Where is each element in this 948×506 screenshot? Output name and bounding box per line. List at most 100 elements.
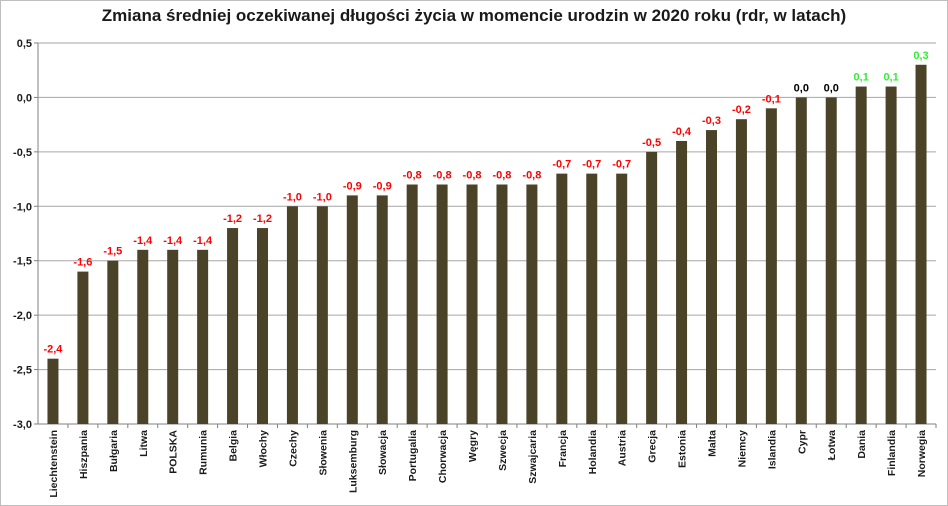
bar xyxy=(197,249,209,424)
bar xyxy=(735,119,747,424)
x-tick-label: Norwegia xyxy=(916,430,928,477)
bar xyxy=(137,249,149,424)
data-label: -0,1 xyxy=(762,93,781,105)
y-tick-label: 0,0 xyxy=(17,92,32,104)
bar xyxy=(346,195,358,424)
data-label: 0,1 xyxy=(854,72,869,84)
x-tick-label: Łotwa xyxy=(826,430,838,460)
data-label: 0,0 xyxy=(824,82,839,94)
data-label: 0,3 xyxy=(913,50,928,62)
data-label: -1,6 xyxy=(73,257,92,269)
bar xyxy=(556,173,568,424)
data-label: -1,4 xyxy=(193,235,213,247)
data-label: -0,5 xyxy=(642,137,661,149)
bar xyxy=(227,228,239,424)
x-tick-label: Holandia xyxy=(587,430,599,474)
bar xyxy=(257,228,268,424)
x-tick-label: Malta xyxy=(707,430,719,457)
x-tick-label: Estonia xyxy=(677,430,689,468)
data-label: -0,8 xyxy=(463,170,482,182)
bar xyxy=(466,184,478,424)
x-tick-label: Dania xyxy=(856,430,868,459)
x-tick-label: Islandia xyxy=(766,430,778,469)
x-tick-label: Litwa xyxy=(138,430,150,457)
x-tick-label: Liechtenstein xyxy=(48,430,60,498)
y-tick-label: -3,0 xyxy=(13,419,32,431)
data-label: -1,2 xyxy=(253,213,272,225)
bar xyxy=(765,108,777,425)
bar xyxy=(496,184,508,424)
data-label: -1,0 xyxy=(283,191,302,203)
data-label: -0,7 xyxy=(552,159,571,171)
y-tick-label: 0,5 xyxy=(17,38,32,50)
data-label: -1,4 xyxy=(163,235,183,247)
data-label: -0,7 xyxy=(612,159,631,171)
x-tick-label: Szwecja xyxy=(497,430,509,471)
x-tick-label: Chorwacja xyxy=(437,430,449,483)
bar xyxy=(47,358,59,424)
bar xyxy=(795,97,807,424)
data-label: -1,2 xyxy=(223,213,242,225)
data-label: -0,8 xyxy=(403,170,422,182)
bar xyxy=(376,195,388,424)
bar xyxy=(706,130,717,425)
y-tick-label: -1,0 xyxy=(13,201,32,213)
bar xyxy=(406,184,418,424)
bar xyxy=(676,140,688,424)
x-tick-label: Niemcy xyxy=(736,430,748,468)
x-tick-label: Szwajcaria xyxy=(527,430,539,484)
y-tick-label: -1,5 xyxy=(13,256,32,268)
chart-title: Zmiana średniej oczekiwanej długości życ… xyxy=(101,6,847,25)
x-tick-label: POLSKA xyxy=(168,430,180,474)
bar xyxy=(915,64,927,425)
x-tick-label: Austria xyxy=(617,430,629,466)
bar xyxy=(286,206,298,424)
data-label: -0,3 xyxy=(702,115,721,127)
x-tick-label: Węgry xyxy=(467,430,479,462)
x-tick-label: Francja xyxy=(557,430,569,468)
bar xyxy=(586,173,598,424)
x-tick-label: Grecja xyxy=(647,430,659,463)
x-tick-label: Finlandia xyxy=(886,430,898,476)
data-label: -0,8 xyxy=(492,170,511,182)
bar xyxy=(316,206,328,424)
bar xyxy=(885,86,897,425)
x-tick-label: Luksemburg xyxy=(347,430,359,493)
bar xyxy=(825,97,837,424)
bar xyxy=(167,249,179,424)
y-tick-label: -0,5 xyxy=(13,147,32,159)
y-tick-label: -2,0 xyxy=(13,310,32,322)
bar xyxy=(107,260,119,424)
y-tick-label: -2,5 xyxy=(13,365,32,377)
x-tick-label: Słowenia xyxy=(317,430,329,476)
x-tick-label: Portugalia xyxy=(407,430,419,482)
data-label: -0,9 xyxy=(373,180,392,192)
x-tick-label: Włochy xyxy=(258,430,270,467)
bar xyxy=(616,173,628,424)
bar xyxy=(646,151,658,424)
data-label: 0,1 xyxy=(883,72,898,84)
data-label: -0,8 xyxy=(522,170,541,182)
data-label: -0,2 xyxy=(732,104,751,116)
x-tick-label: Hiszpania xyxy=(78,430,90,479)
bar xyxy=(436,184,448,424)
data-label: -1,0 xyxy=(313,191,332,203)
data-label: -1,5 xyxy=(103,246,122,258)
x-tick-label: Bułgaria xyxy=(108,430,120,472)
x-tick-label: Czechy xyxy=(287,430,299,467)
data-label: -0,8 xyxy=(433,170,452,182)
data-label: -2,4 xyxy=(43,344,63,356)
x-tick-label: Cypr xyxy=(796,430,808,454)
x-tick-label: Słowacja xyxy=(377,430,389,475)
x-tick-label: Rumunia xyxy=(198,430,210,475)
data-label: -1,4 xyxy=(133,235,153,247)
data-label: 0,0 xyxy=(794,82,809,94)
data-label: -0,7 xyxy=(582,159,601,171)
x-tick-label: Belgia xyxy=(228,430,240,462)
bar xyxy=(855,86,867,425)
bar xyxy=(77,271,89,424)
data-label: -0,9 xyxy=(343,180,362,192)
bar xyxy=(526,184,538,424)
data-label: -0,4 xyxy=(672,126,692,138)
